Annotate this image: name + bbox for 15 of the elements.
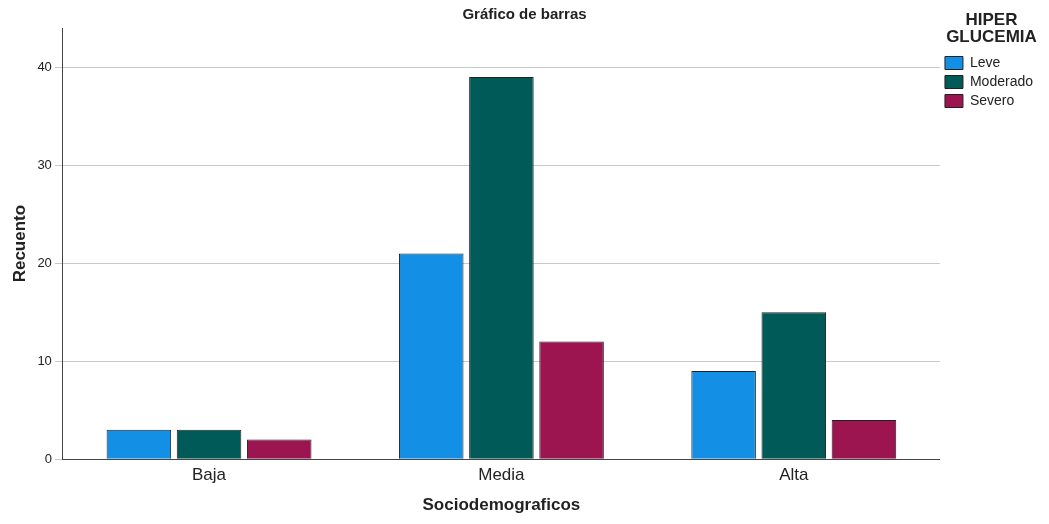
x-tick-label: Baja [192,465,227,485]
y-tick-label: 40 [37,58,52,74]
chart-title: Gráfico de barras [462,5,587,23]
x-axis-title: Sociodemograficos [422,495,581,515]
legend-label: Moderado [969,72,1034,89]
x-tick-label: Media [478,465,526,485]
y-tick-label: 20 [37,254,52,270]
legend-label: Severo [969,91,1015,108]
y-tick-label: 30 [37,156,52,172]
legend-label: Leve [969,53,1001,70]
legend-title: HIPER GLUCEMIA [946,10,1037,47]
y-tick-label: 0 [44,450,52,466]
y-tick-label: 10 [37,352,52,368]
y-axis-title: Recuento [9,204,29,283]
x-tick-label: Alta [779,465,809,485]
